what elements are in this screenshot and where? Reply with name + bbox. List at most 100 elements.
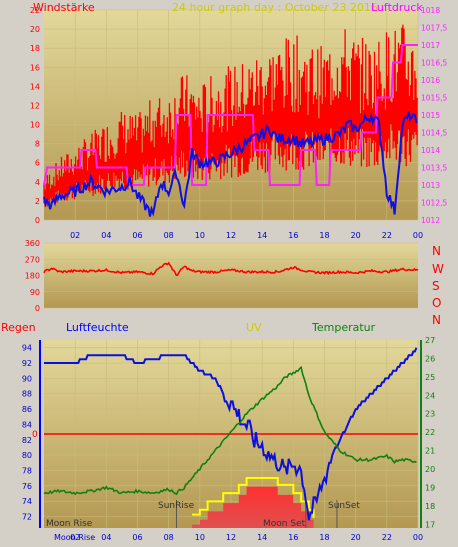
sunrise-label: SunRise [158, 501, 195, 511]
temperature-tick-label: 19 [425, 483, 435, 492]
y-right-tick-label: 1017,5 [421, 24, 447, 33]
x-tick-label: 18 [319, 231, 329, 240]
y-right-tick-label: 1016,5 [421, 59, 447, 68]
direction-tick-label: 0 [35, 304, 40, 313]
x-tick-label: 08 [164, 231, 174, 240]
temperature-label: Temperatur [311, 321, 376, 334]
x-tick-label: 22 [382, 231, 392, 240]
temperature-tick-label: 26 [425, 354, 435, 363]
x-tick-label: 06 [132, 231, 142, 240]
y-left-tick-label: 16 [30, 63, 40, 72]
x-tick-label-climate: 06 [132, 533, 142, 542]
x-tick-label: 12 [226, 231, 236, 240]
x-tick-label: 02 [70, 231, 80, 240]
moonrise-axis-label: Moon Rise [54, 533, 95, 542]
humidity-tick-label: 80 [22, 451, 32, 460]
x-tick-label-climate: 12 [226, 533, 236, 542]
uv-label: UV [246, 321, 262, 334]
y-right-tick-label: 1014 [421, 146, 440, 155]
compass-s: S [432, 279, 440, 293]
humidity-label: Luftfeuchte [66, 321, 129, 334]
x-tick-label-climate: 08 [164, 533, 174, 542]
temperature-tick-label: 18 [425, 502, 435, 511]
x-tick-label: 04 [101, 231, 111, 240]
wind-strength-label: Windstärke [33, 1, 95, 14]
y-right-tick-label: 1012 [421, 216, 440, 225]
pressure-series [43, 44, 418, 186]
humidity-tick-label: 84 [22, 420, 32, 429]
y-left-tick-label: 20 [30, 25, 40, 34]
x-tick-label: 10 [195, 231, 205, 240]
temperature-tick-label: 21 [425, 447, 435, 456]
y-right-tick-label: 1014,5 [421, 129, 447, 138]
y-right-tick-label: 1013 [421, 181, 440, 190]
x-tick-label: 00 [413, 231, 423, 240]
direction-tick-label: 360 [25, 239, 40, 248]
y-right-tick-label: 1015,5 [421, 94, 447, 103]
x-tick-label-climate: 02 [70, 533, 80, 542]
y-left-tick-label: 22 [30, 6, 40, 15]
compass-o: O [432, 296, 441, 310]
y-right-tick-label: 1017 [421, 41, 440, 50]
sunset-label: SunSet [328, 501, 360, 511]
humidity-tick-label: 90 [22, 374, 32, 383]
x-tick-label-climate: 16 [288, 533, 298, 542]
y-left-tick-label: 12 [30, 101, 40, 110]
y-left-tick-label: 8 [35, 140, 40, 149]
pressure-label: Luftdruck [371, 1, 423, 14]
compass-n-top: N [432, 244, 441, 258]
y-left-tick-label: 4 [35, 178, 40, 187]
humidity-series [44, 347, 418, 521]
temperature-tick-label: 22 [425, 428, 435, 437]
y-left-tick-label: 0 [35, 216, 40, 225]
y-right-tick-label: 1015 [421, 111, 440, 120]
humidity-tick-label: 94 [22, 344, 32, 353]
x-tick-label-climate: 18 [319, 533, 329, 542]
moonrise-label: Moon Rise [46, 519, 93, 529]
x-tick-label-climate: 22 [382, 533, 392, 542]
direction-tick-label: 90 [30, 288, 40, 297]
humidity-tick-label: 92 [22, 359, 32, 368]
compass-w: W [432, 262, 444, 276]
direction-tick-label: 180 [25, 272, 40, 281]
x-tick-label-climate: 20 [351, 533, 361, 542]
humidity-tick-label: 76 [22, 482, 32, 491]
humidity-tick-label: 88 [22, 390, 32, 399]
humidity-tick-label: 74 [22, 497, 32, 506]
temperature-tick-label: 17 [425, 520, 435, 529]
y-right-tick-label: 1013,5 [421, 164, 447, 173]
temperature-tick-label: 20 [425, 465, 435, 474]
wind-average-series [43, 111, 418, 217]
direction-tick-label: 270 [25, 255, 40, 264]
humidity-tick-label: 72 [22, 512, 32, 521]
compass-n-bottom: N [432, 313, 441, 327]
y-left-tick-label: 18 [30, 44, 40, 53]
uv-fill [192, 486, 314, 528]
x-tick-label-climate: 04 [101, 533, 111, 542]
humidity-tick-label: 82 [22, 436, 32, 445]
rain-label: Regen [1, 321, 36, 334]
temperature-tick-label: 27 [425, 336, 435, 345]
temperature-tick-label: 25 [425, 373, 435, 382]
y-left-tick-label: 2 [35, 197, 40, 206]
x-tick-label: 16 [288, 231, 298, 240]
y-right-tick-label: 1016 [421, 76, 440, 85]
moonset-label: Moon Set [263, 519, 306, 529]
x-tick-label: 20 [351, 231, 361, 240]
x-tick-label-climate: 14 [257, 533, 267, 542]
chart-title: 24 hour graph day : October 23 2016 [172, 1, 378, 14]
humidity-tick-label: 86 [22, 405, 32, 414]
x-tick-label-climate: 10 [195, 533, 205, 542]
humidity-tick-label: 78 [22, 466, 32, 475]
x-tick-label-climate: 00 [413, 533, 423, 542]
uv-outline [192, 477, 315, 518]
temperature-series [43, 365, 417, 496]
wind-direction-series [43, 261, 419, 277]
y-left-tick-label: 10 [30, 121, 40, 130]
rain-zero-label: 0 [32, 430, 38, 440]
temperature-tick-label: 23 [425, 410, 435, 419]
y-left-tick-label: 6 [35, 159, 40, 168]
x-tick-label: 14 [257, 231, 267, 240]
